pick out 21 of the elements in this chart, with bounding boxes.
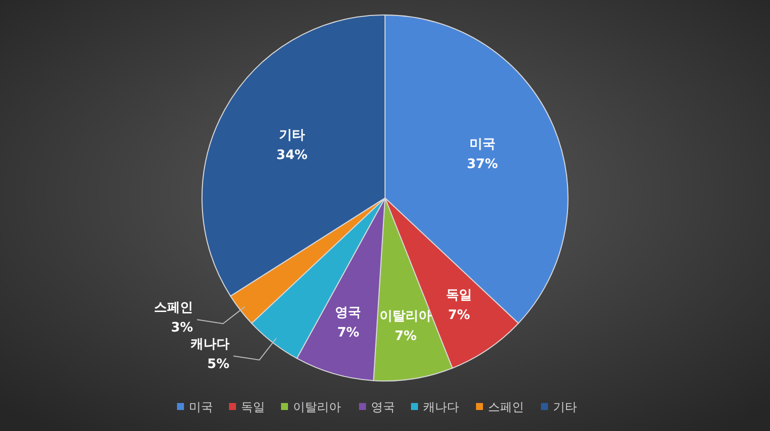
- data-label: 7%: [337, 326, 360, 341]
- legend-label: 독일: [241, 400, 265, 414]
- category-label: 미국: [189, 400, 213, 414]
- data-label: 34%: [276, 148, 308, 163]
- legend-label: 이탈리아: [293, 400, 341, 414]
- legend-label: 영국: [371, 400, 395, 414]
- data-label: 37%: [466, 156, 498, 172]
- slice-label: 미국: [469, 136, 496, 152]
- data-label: 3%: [170, 320, 194, 336]
- data-label: 5%: [207, 356, 230, 372]
- slice-label: 기타: [278, 128, 305, 143]
- data-label: 7%: [448, 308, 470, 323]
- slice-label: 이탈리아: [380, 309, 432, 324]
- legend-label: 스페인: [488, 400, 524, 414]
- legend-label: 캐나다: [423, 400, 459, 414]
- slice-label: 캐나다: [190, 336, 230, 352]
- data-label: 7%: [394, 329, 417, 344]
- slice-label: 영국: [335, 306, 362, 321]
- slice-label: 스페인: [154, 300, 194, 316]
- slice-label: 독일: [446, 288, 472, 303]
- legend-label: 기타: [553, 400, 577, 414]
